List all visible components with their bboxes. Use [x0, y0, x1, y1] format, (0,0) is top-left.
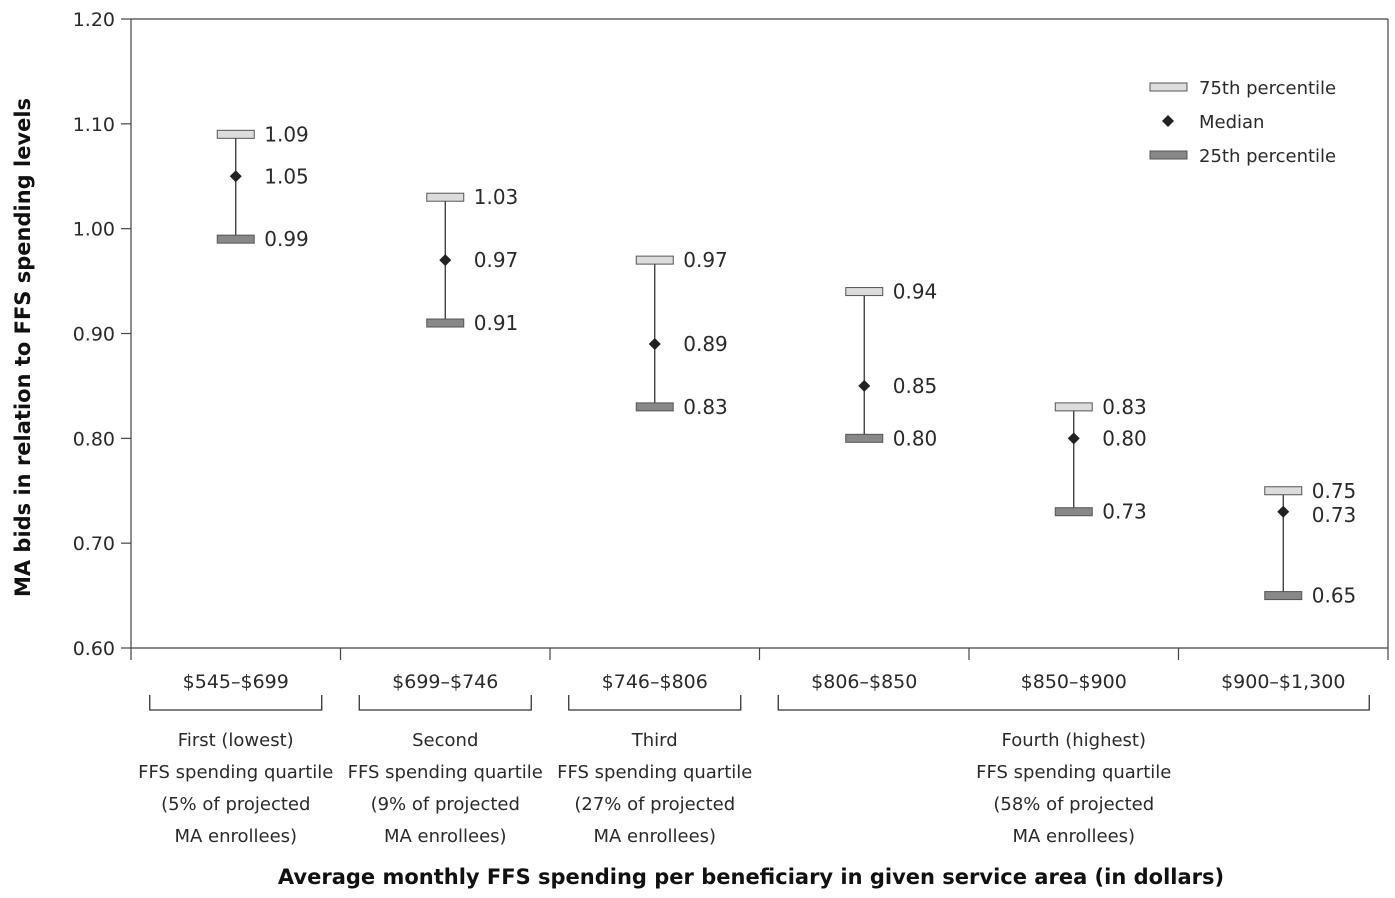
p25-marker: [426, 318, 465, 328]
p75-value-label: 1.09: [264, 122, 309, 146]
quartile-label-line: MA enrollees): [593, 826, 716, 847]
legend-p75-swatch: [1149, 82, 1188, 92]
quartile-label-line: MA enrollees): [174, 826, 297, 847]
chart-marks: 1.09 1.05 0.99 1.03 0.97 0.91 0.97 0.89 0.83 0.94…: [216, 122, 1357, 608]
quartile-bracket: [149, 695, 323, 711]
quartile-label-line: FFS spending quartile: [557, 762, 752, 783]
quartile-label-line: MA enrollees): [384, 826, 507, 847]
p75-marker: [216, 129, 255, 139]
quartile-label-line: FFS spending quartile: [138, 762, 333, 783]
p75-marker: [845, 287, 884, 297]
y-tick-label: 0.70: [73, 533, 115, 555]
quartile-label-line: (58% of projected: [993, 794, 1154, 815]
legend-p75-label: 75th percentile: [1199, 78, 1336, 99]
p25-value-label: 0.91: [474, 311, 519, 335]
median-value-label: 0.97: [474, 248, 519, 272]
median-marker: [1067, 432, 1080, 445]
x-category-label: $699–$746: [392, 671, 498, 693]
x-category-label: $900–$1,300: [1221, 671, 1345, 693]
legend-p25-label: 25th percentile: [1199, 146, 1336, 167]
p75-marker: [1264, 486, 1303, 496]
p25-value-label: 0.83: [683, 395, 728, 419]
quartile-label-line: (9% of projected: [371, 794, 520, 815]
median-marker: [648, 337, 661, 350]
x-category-label: $545–$699: [183, 671, 289, 693]
x-category-label: $746–$806: [602, 671, 708, 693]
x-category-label: $850–$900: [1021, 671, 1127, 693]
median-marker: [1277, 505, 1290, 518]
axes: 0.60 0.70 0.80 0.90 1.00 1.10 1.20 $545–$699 $69…: [73, 9, 1389, 693]
p25-value-label: 0.73: [1102, 500, 1147, 524]
p75-value-label: 0.97: [683, 248, 728, 272]
p75-marker: [1054, 402, 1093, 412]
median-marker: [858, 379, 871, 392]
quartile-label-line: First (lowest): [178, 730, 294, 751]
p25-value-label: 0.65: [1312, 584, 1357, 608]
quartile-bracket: [568, 695, 742, 711]
quartile-groups: First (lowest) FFS spending quartile (5% o…: [138, 695, 1370, 847]
median-marker: [229, 170, 242, 183]
p75-value-label: 0.94: [893, 280, 938, 304]
legend-p25-swatch: [1149, 150, 1188, 160]
p25-marker: [1264, 591, 1303, 601]
y-tick-label: 0.80: [73, 428, 115, 450]
quartile-label-line: Second: [412, 730, 478, 751]
median-marker: [439, 254, 452, 267]
legend: 75th percentile Median 25th percentile: [1149, 78, 1336, 167]
quartile-label-line: Fourth (highest): [1001, 730, 1146, 751]
p75-value-label: 0.75: [1312, 479, 1357, 503]
p75-value-label: 0.83: [1102, 395, 1147, 419]
y-tick-label: 1.20: [73, 9, 115, 31]
legend-median-swatch: [1162, 115, 1174, 127]
quartile-label-line: (5% of projected: [161, 794, 310, 815]
p75-marker: [635, 255, 674, 265]
y-tick-label: 0.60: [73, 638, 115, 660]
quartile-bracket: [777, 695, 1370, 711]
quartile-label-line: FFS spending quartile: [348, 762, 543, 783]
p25-value-label: 0.80: [893, 426, 938, 450]
quartile-label-line: Third: [631, 730, 678, 751]
legend-median-label: Median: [1199, 112, 1264, 133]
quartile-bracket: [358, 695, 532, 711]
p25-value-label: 0.99: [264, 227, 309, 251]
y-tick-label: 1.00: [73, 219, 115, 241]
p25-marker: [216, 234, 255, 244]
p25-marker: [635, 402, 674, 412]
median-value-label: 0.80: [1102, 426, 1147, 450]
x-category-label: $806–$850: [811, 671, 917, 693]
median-value-label: 0.73: [1312, 503, 1357, 527]
y-tick-label: 1.10: [73, 114, 115, 136]
y-tick-label: 0.90: [73, 324, 115, 346]
p25-marker: [1054, 507, 1093, 517]
x-axis-title: Average monthly FFS spending per benefic…: [278, 865, 1224, 889]
p25-marker: [845, 433, 884, 443]
p75-marker: [426, 192, 465, 202]
quartile-label-line: MA enrollees): [1012, 826, 1135, 847]
quartile-label-line: (27% of projected: [574, 794, 735, 815]
p75-value-label: 1.03: [474, 185, 519, 209]
y-axis-title: MA bids in relation to FFS spending leve…: [11, 98, 35, 597]
median-value-label: 0.85: [893, 374, 938, 398]
median-value-label: 0.89: [683, 332, 728, 356]
quartile-label-line: FFS spending quartile: [976, 762, 1171, 783]
median-value-label: 1.05: [264, 164, 309, 188]
